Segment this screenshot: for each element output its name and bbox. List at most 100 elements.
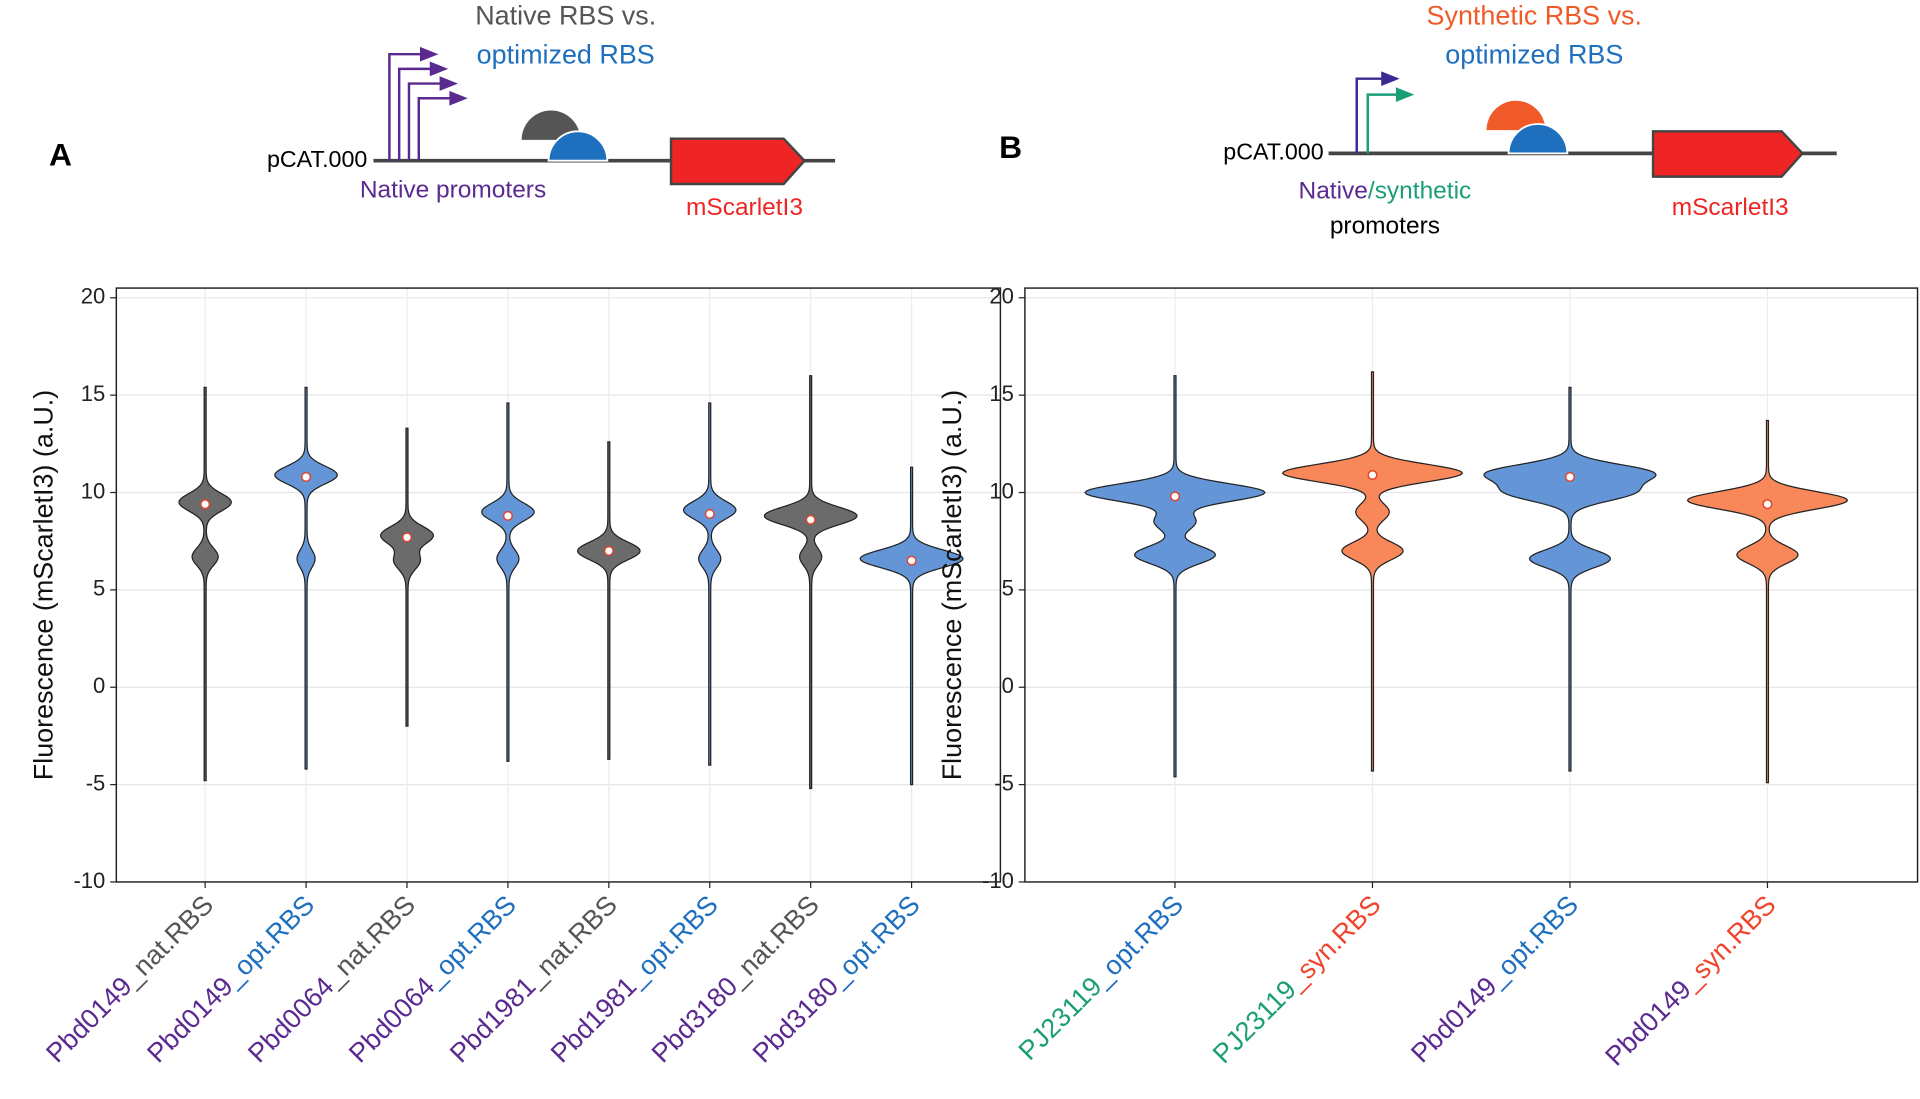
- median-point: [906, 555, 917, 566]
- diagram-a: A Native RBS vs. optimized RBS pCAT.000 …: [49, 1, 836, 221]
- x-label-rbs: _syn.RBS: [1280, 890, 1387, 997]
- rbs-native: [521, 110, 581, 140]
- promoter-label: Native promoters: [360, 177, 546, 204]
- x-tick-label: Pbd0149_nat.RBS: [40, 890, 219, 1069]
- x-tick-label: Pbd0149_opt.RBS: [141, 890, 320, 1069]
- median-point: [401, 532, 413, 543]
- x-label-promoter: Pbd1981: [444, 971, 541, 1068]
- header-line: optimized RBS: [1445, 40, 1623, 70]
- plot-background: [1024, 288, 1918, 882]
- promoter-arrowhead: [1395, 87, 1415, 102]
- violin: [178, 386, 232, 782]
- violin: [682, 402, 737, 766]
- x-label-rbs: _opt.RBS: [822, 890, 925, 993]
- y-tick-label: 15: [989, 381, 1014, 406]
- y-axis-label: Fluorescence (mScarletI3) (a.U.): [28, 390, 58, 780]
- y-tick-label: 0: [93, 673, 105, 698]
- chart: -10-505101520PJ23119_opt.RBSPJ23119_syn.…: [937, 284, 1919, 1072]
- promoter-label-part: Native: [1299, 178, 1368, 205]
- x-label-promoter: Pbd0064: [242, 971, 339, 1068]
- y-tick-label: 10: [81, 478, 106, 503]
- median-point: [200, 499, 211, 510]
- violin: [1483, 386, 1657, 772]
- y-tick-label: 5: [1002, 576, 1014, 601]
- x-label-promoter: Pbd0149: [1600, 974, 1697, 1071]
- x-label-rbs: _opt.RBS: [419, 890, 522, 993]
- median-point: [603, 545, 614, 556]
- y-tick-label: -5: [994, 770, 1014, 795]
- plot-frame: [115, 287, 1002, 883]
- rbs-synthetic: [1486, 100, 1546, 131]
- x-label-promoter: Pbd3180: [646, 971, 743, 1068]
- y-tick-label: 5: [93, 576, 105, 601]
- backbone-label: pCAT.000: [267, 146, 367, 172]
- promoter-arrowhead: [1381, 71, 1400, 87]
- violin: [859, 466, 964, 786]
- x-label-rbs: _opt.RBS: [217, 890, 320, 993]
- x-label-promoter: Pbd1981: [545, 971, 642, 1068]
- median-point: [1169, 491, 1181, 502]
- plot-frame: [1024, 287, 1919, 883]
- median-point: [1367, 469, 1378, 481]
- rbs-optimized: [547, 130, 609, 162]
- x-tick-label: Pbd0149_syn.RBS: [1600, 890, 1782, 1072]
- header-line: optimized RBS: [477, 40, 655, 70]
- x-tick-label: PJ23119_opt.RBS: [1013, 890, 1189, 1066]
- header-line: Synthetic RBS vs.: [1427, 1, 1642, 31]
- gene: [669, 137, 807, 186]
- x-label-promoter: Pbd0149: [141, 971, 238, 1068]
- y-tick-label: -10: [982, 868, 1014, 893]
- x-label-promoter: Pbd0149: [40, 971, 137, 1068]
- promoter-label: Native/synthetic: [1299, 178, 1472, 205]
- violin: [763, 375, 858, 790]
- violin: [274, 386, 338, 770]
- y-axis-label: Fluorescence (mScarletI3) (a.U.): [937, 390, 967, 780]
- header-line: Native RBS vs.: [475, 1, 656, 31]
- y-tick-label: 0: [1002, 673, 1014, 698]
- x-label-rbs: _nat.RBS: [116, 890, 219, 993]
- x-tick-label: Pbd1981_nat.RBS: [444, 890, 623, 1069]
- x-label-promoter: PJ23119: [1013, 971, 1108, 1066]
- chart: -10-505101520Pbd0149_nat.RBSPbd0149_opt.…: [28, 284, 1002, 1069]
- x-tick-label: Pbd0064_opt.RBS: [343, 890, 522, 1069]
- x-tick-label: PJ23119_syn.RBS: [1207, 890, 1387, 1070]
- median-point: [805, 514, 816, 525]
- median-point: [704, 508, 715, 519]
- y-tick-label: -5: [86, 770, 106, 795]
- violin: [481, 402, 535, 762]
- x-tick-label: Pbd3180_opt.RBS: [747, 890, 926, 1069]
- x-label-promoter: Pbd3180: [747, 971, 844, 1068]
- x-label-rbs: _nat.RBS: [318, 890, 421, 993]
- x-label-rbs: _opt.RBS: [1481, 890, 1584, 993]
- x-label-rbs: _opt.RBS: [1086, 890, 1189, 993]
- gene-label: mScarletI3: [686, 194, 803, 221]
- promoter-label-part: Native promoters: [360, 177, 546, 204]
- y-tick-label: -10: [73, 868, 105, 893]
- panel-label: A: [49, 136, 72, 172]
- y-tick-label: 20: [989, 284, 1014, 309]
- x-tick-label: Pbd3180_nat.RBS: [646, 890, 825, 1069]
- x-label-rbs: _nat.RBS: [721, 890, 824, 993]
- promoter-label: promoters: [1330, 212, 1440, 239]
- violin: [380, 427, 434, 727]
- y-tick-label: 20: [81, 284, 106, 309]
- gene: [1651, 130, 1805, 178]
- x-label-promoter: Pbd0149: [1405, 971, 1502, 1068]
- median-point: [1564, 471, 1575, 482]
- violin: [1281, 371, 1464, 772]
- promoter-arrows: [388, 52, 452, 161]
- median-point: [502, 510, 513, 521]
- violin: [1686, 419, 1849, 784]
- x-tick-label: Pbd1981_opt.RBS: [545, 890, 724, 1069]
- y-tick-label: 10: [989, 478, 1014, 503]
- promoter-arrow: [1355, 77, 1384, 154]
- violin: [1084, 375, 1266, 778]
- x-label-promoter: Pbd0064: [343, 971, 440, 1068]
- gene-label: mScarletI3: [1672, 194, 1789, 221]
- y-tick-label: 15: [81, 381, 106, 406]
- median-point: [301, 471, 312, 482]
- x-label-rbs: _syn.RBS: [1675, 890, 1782, 997]
- promoter-label-part: /synthetic: [1368, 178, 1471, 205]
- violin: [577, 441, 641, 760]
